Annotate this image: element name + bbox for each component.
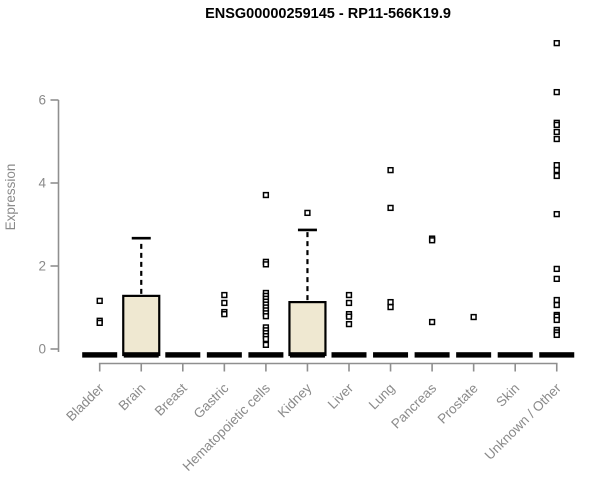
box-breast [165,352,201,358]
outlier-point [304,209,311,217]
median-bar [373,352,409,358]
outlier-point [553,39,560,47]
outlier-point [262,335,270,343]
outlier-point [553,210,560,218]
median-bar [414,352,450,358]
outlier-point [553,162,560,169]
outlier-point [553,301,560,309]
y-axis-label: Expression [3,164,18,231]
box-bladder [82,297,118,358]
outlier-point [387,298,394,306]
x-tick-label: Gastric [191,380,232,421]
outlier-point [553,135,560,143]
median-bar [165,352,201,358]
outlier-point [553,121,560,129]
box-gastric [206,291,242,358]
outlier-point [96,319,103,327]
median-bar [248,352,284,358]
outlier-point [262,341,270,349]
outlier-point [553,166,560,174]
median-bar [497,352,533,358]
x-tick-label: Bladder [63,380,107,424]
median-bar [289,352,325,358]
chart-title: ENSG00000259145 - RP11-566K19.9 [205,6,451,22]
y-tick-label: 0 [38,342,46,357]
x-tick-label: Unknown / Other [482,380,565,463]
outlier-point [262,313,270,320]
y-tick-label: 4 [38,176,46,191]
box-liver [331,291,367,358]
x-tick-label: Kidney [275,380,315,420]
box-hematopoietic-cells [248,191,284,358]
outlier-point [553,128,560,136]
outlier-point [262,261,270,268]
outlier-point [553,275,560,283]
y-tick-label: 2 [38,259,46,274]
outlier-point [553,331,560,339]
outlier-point [470,313,477,321]
box-brain [122,236,161,358]
plot-area: 0 2 4 6 Bladder Brain Breast GastricHematopoiet… [38,39,575,474]
outlier-point [387,204,394,212]
box-prostate [456,313,492,358]
outlier-point [345,291,353,299]
outlier-point [221,291,228,299]
median-bar [123,352,159,358]
box-skin [497,352,533,358]
outlier-point [553,296,560,304]
outlier-point [221,310,228,318]
outlier-point [553,265,560,273]
x-tick-label: Brain [115,381,148,414]
outlier-point [345,299,353,307]
outlier-point [428,318,436,326]
x-tick-label: Pancreas [388,380,439,431]
outlier-point [387,166,394,174]
outlier-point [262,191,270,199]
median-bar [539,352,575,358]
box-rect [288,301,327,357]
x-tick-label: Prostate [435,381,481,427]
outlier-point [221,299,228,307]
outlier-point [387,303,394,311]
y-tick-label: 6 [38,93,46,108]
box-pancreas [414,235,450,358]
outlier-point [345,313,353,320]
median-bar [456,352,492,358]
x-tick-label: Liver [325,380,357,412]
outlier-point [553,172,560,180]
median-bar [82,352,118,358]
outlier-point [96,297,103,305]
median-bar [206,352,242,358]
x-tick-label: Breast [152,380,190,418]
outlier-point [428,237,436,244]
outlier-point [553,316,560,324]
outlier-point [553,88,560,96]
x-tick-label: Lung [366,381,398,413]
median-bar [331,352,367,358]
box-rect [122,294,161,357]
x-tick-label: Skin [493,381,522,410]
outlier-point [345,320,353,328]
box-kidney [288,209,327,358]
box-lung [373,166,409,358]
y-axis: 0 2 4 6 [38,93,60,357]
box-unknown-other [539,39,575,358]
